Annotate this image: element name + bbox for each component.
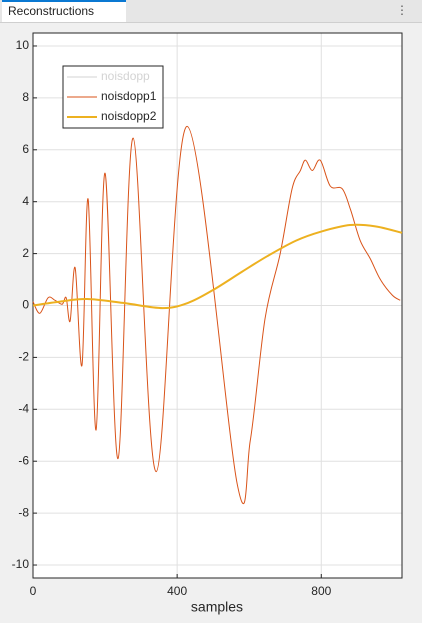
y-tick-label: -8 [18, 505, 29, 519]
menu-button[interactable]: ⋮ [396, 3, 408, 17]
y-tick-label: -2 [18, 350, 29, 364]
y-tick-label: -4 [18, 401, 29, 415]
y-tick-label: -6 [18, 453, 29, 467]
legend-label: noisdopp [101, 69, 150, 83]
y-tick-label: 0 [22, 298, 29, 312]
y-tick-label: 8 [22, 90, 29, 104]
series-line [32, 223, 403, 310]
legend-label: noisdopp1 [101, 89, 157, 103]
y-tick-label: -10 [12, 557, 30, 571]
legend-label: noisdopp2 [101, 109, 157, 123]
y-tick-label: 4 [22, 194, 29, 208]
x-axis-label: samples [191, 599, 243, 615]
x-tick-label: 400 [167, 584, 187, 598]
tab-bar: ⋮ Reconstructions ⋮ [0, 0, 422, 23]
x-tick-label: 0 [30, 584, 37, 598]
x-tick-label: 800 [311, 584, 331, 598]
tab[interactable]: Reconstructions [2, 0, 126, 22]
y-tick-label: 2 [22, 246, 29, 260]
y-tick-label: 6 [22, 142, 29, 156]
y-tick-label: 10 [16, 38, 30, 52]
chart: samples -10 -8 -6 -4 -2 0 2 4 6 8 10 0 400 800 noisdop… [12, 32, 403, 615]
series-line [32, 125, 401, 504]
